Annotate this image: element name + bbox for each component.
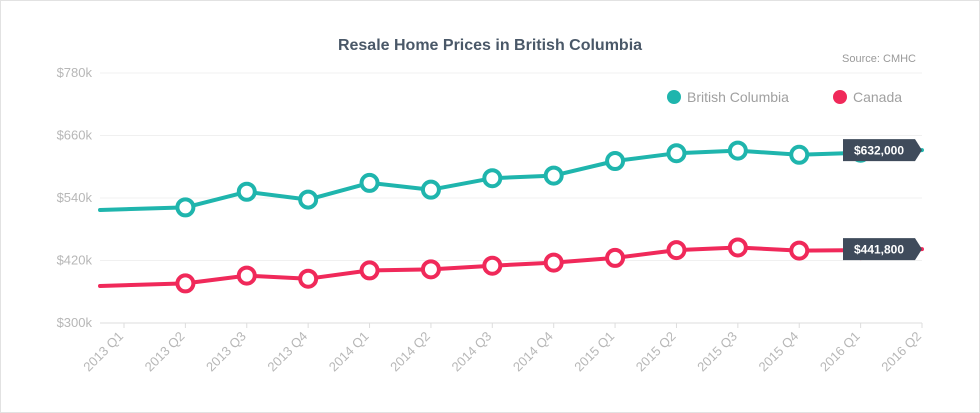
data-point[interactable] [236, 265, 257, 286]
x-tick-label: 2016 Q2 [878, 329, 924, 375]
data-point[interactable] [359, 172, 380, 193]
x-tick-label: 2014 Q4 [510, 329, 556, 375]
data-point[interactable] [666, 240, 687, 261]
data-point[interactable] [605, 151, 626, 172]
data-point[interactable] [420, 259, 441, 280]
value-callout-label: $632,000 [854, 144, 904, 158]
legend-label: British Columbia [687, 89, 789, 105]
chart-source: Source: CMHC [842, 53, 916, 65]
series-line-canada [98, 245, 924, 288]
value-callout [843, 139, 922, 162]
chart-title: Resale Home Prices in British Columbia [337, 37, 643, 54]
data-point[interactable] [175, 197, 196, 218]
x-tick-label: 2013 Q3 [203, 329, 249, 375]
x-tick-label: 2013 Q1 [80, 329, 126, 375]
y-tick-label: $660k [57, 128, 93, 143]
data-point[interactable] [420, 179, 441, 200]
data-point[interactable] [605, 247, 626, 268]
value-callout [843, 238, 922, 261]
x-tick-label: 2013 Q4 [264, 329, 310, 375]
legend-label: Canada [853, 89, 902, 105]
y-tick-label: $540k [57, 190, 93, 205]
x-tick-label: 2015 Q4 [755, 329, 801, 375]
data-point[interactable] [482, 255, 503, 276]
x-tick-label: 2015 Q3 [694, 329, 740, 375]
y-tick-label: $780k [57, 65, 93, 80]
data-point[interactable] [236, 181, 257, 202]
data-point[interactable] [789, 144, 810, 165]
legend-marker [667, 90, 681, 104]
x-tick-label: 2014 Q1 [326, 329, 372, 375]
data-point[interactable] [543, 165, 564, 186]
data-point[interactable] [543, 252, 564, 273]
y-tick-label: $300k [57, 315, 93, 330]
legend-marker [833, 90, 847, 104]
data-point[interactable] [789, 240, 810, 261]
x-tick-label: 2013 Q2 [142, 329, 188, 375]
data-point[interactable] [175, 273, 196, 294]
data-point[interactable] [359, 260, 380, 281]
x-tick-label: 2014 Q3 [449, 329, 495, 375]
data-point[interactable] [666, 143, 687, 164]
data-point[interactable] [482, 168, 503, 189]
data-point[interactable] [727, 237, 748, 258]
data-point[interactable] [298, 268, 319, 289]
series-line-british-columbia [98, 148, 924, 212]
data-point[interactable] [298, 189, 319, 210]
x-tick-label: 2016 Q1 [817, 329, 863, 375]
x-tick-label: 2015 Q2 [633, 329, 679, 375]
x-tick-label: 2015 Q1 [571, 329, 617, 375]
data-point[interactable] [727, 140, 748, 161]
x-tick-label: 2014 Q2 [387, 329, 433, 375]
y-tick-label: $420k [57, 253, 93, 268]
value-callout-label: $441,800 [854, 243, 904, 257]
